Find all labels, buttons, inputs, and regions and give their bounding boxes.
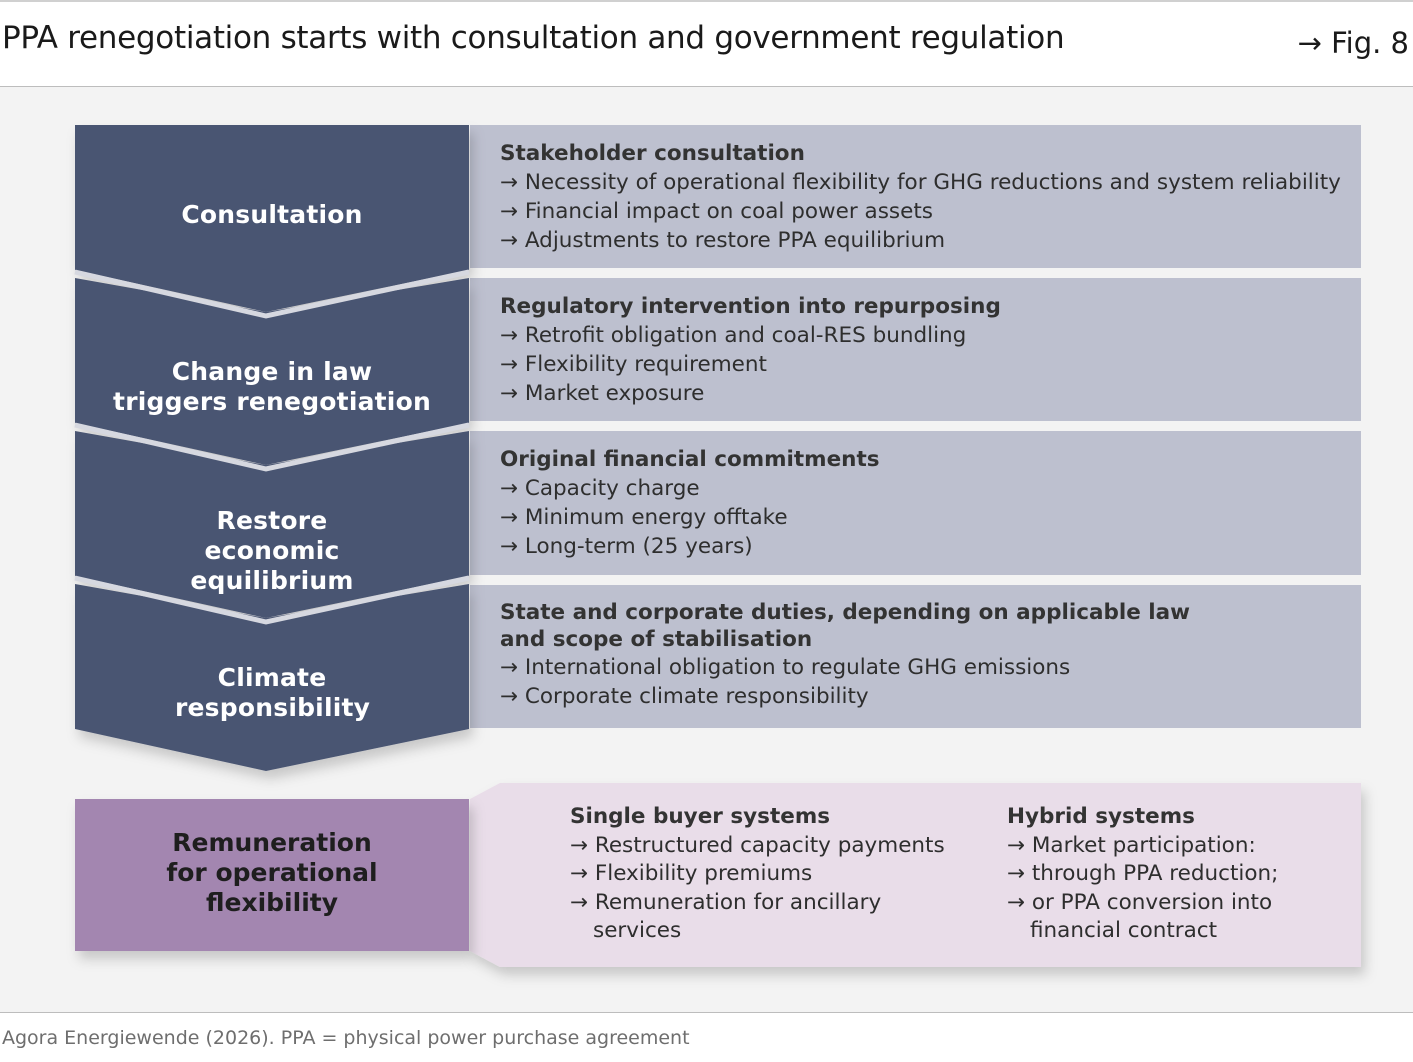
step-chevron-1 — [75, 125, 469, 312]
step-heading: Regulatory intervention into repurposing — [500, 294, 1001, 319]
chevron-separator-1 — [74, 269, 470, 319]
remuneration-label: Remuneration for operational flexibility — [166, 828, 378, 917]
figure-number: → Fig. 8 — [1297, 26, 1409, 60]
step-content-4: State and corporate duties, depending on… — [470, 585, 1361, 728]
hybrid-column: Hybrid systems → Market participation: →… — [1007, 803, 1337, 946]
figure-title: PPA renegotiation starts with consultati… — [2, 20, 1065, 56]
step-label-consultation: Consultation — [181, 200, 363, 229]
step-heading: State and corporate duties, depending on… — [500, 600, 1191, 652]
remuneration-box — [470, 783, 1361, 967]
remuneration-content: Single buyer systems → Restructured capa… — [470, 783, 1361, 967]
step-box-4 — [470, 585, 1361, 728]
list-item: → Market participation: — [1007, 832, 1256, 858]
list-item: → Minimum energy offtake — [500, 505, 788, 530]
top-rule — [0, 0, 1413, 2]
step-content-2: Regulatory intervention into repurposing… — [470, 278, 1361, 421]
chevron-separator-3 — [74, 575, 470, 625]
list-item: → Necessity of operational flexibility f… — [500, 170, 1341, 195]
step-label-restore-equilibrium: Restore economic equilibrium — [190, 506, 354, 595]
list-item: → Flexibility requirement — [500, 352, 767, 377]
step-label-change-in-law: Change in law triggers renegotiation — [113, 357, 431, 416]
chevron-separator-2 — [74, 422, 470, 472]
header: PPA renegotiation starts with consultati… — [0, 0, 1413, 87]
list-item: → Long-term (25 years) — [500, 534, 753, 559]
step-label-climate: Climate responsibility — [175, 663, 371, 722]
step-chevron-3 — [75, 431, 469, 618]
list-item: → Retrofit obligation and coal-RES bundl… — [500, 323, 967, 348]
list-item: → Restructured capacity payments — [570, 832, 945, 858]
list-item: → Capacity charge — [500, 476, 700, 501]
list-item: → through PPA reduction; — [1007, 861, 1279, 886]
single-buyer-column: Single buyer systems → Restructured capa… — [570, 803, 960, 946]
column-heading: Hybrid systems — [1007, 804, 1195, 829]
step-heading: Original financial commitments — [500, 447, 880, 472]
step-box-1 — [470, 125, 1361, 268]
source-note: Agora Energiewende (2026). PPA = physica… — [2, 1027, 690, 1049]
column-heading: Single buyer systems — [570, 804, 831, 829]
list-item: → or PPA conversion into financial contr… — [1007, 889, 1273, 944]
step-heading: Stakeholder consultation — [500, 141, 805, 166]
list-item: → Market exposure — [500, 381, 705, 406]
step-box-2 — [470, 278, 1361, 421]
step-chevron-2 — [75, 278, 469, 465]
step-chevron-4 — [75, 584, 469, 771]
step-content-1: Stakeholder consultation → Necessity of … — [470, 125, 1361, 268]
list-item: → Flexibility premiums — [570, 861, 813, 886]
remuneration-block — [75, 799, 469, 951]
step-content-3: Original financial commitments → Capacit… — [470, 431, 1361, 575]
list-item: → Remuneration for ancillary services — [570, 889, 882, 944]
list-item: → International obligation to regulate G… — [500, 655, 1071, 680]
list-item: → Corporate climate responsibility — [500, 684, 869, 709]
list-item: → Financial impact on coal power assets — [500, 199, 933, 224]
step-box-3 — [470, 431, 1361, 575]
list-item: → Adjustments to restore PPA equilibrium — [500, 228, 946, 253]
